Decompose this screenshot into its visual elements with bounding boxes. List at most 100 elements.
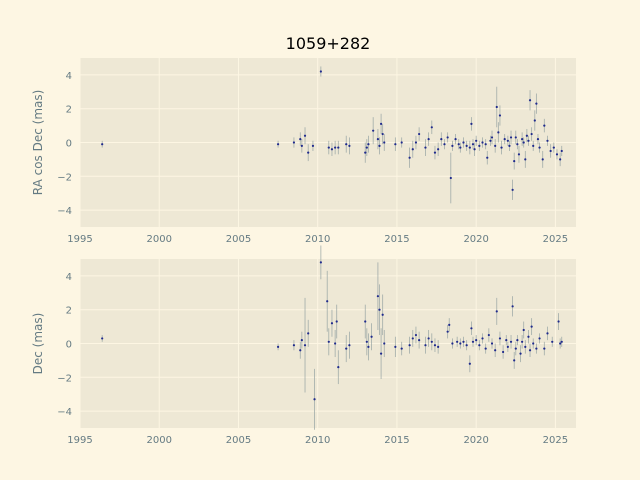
ra-cos-dec-point bbox=[337, 146, 340, 149]
ra-cos-dec-point bbox=[311, 144, 315, 147]
ra-cos-dec-point bbox=[486, 156, 489, 159]
ra-cos-dec-point bbox=[490, 136, 494, 139]
dec-point bbox=[330, 322, 334, 325]
ra-cos-dec-point bbox=[511, 188, 514, 191]
ra-cos-dec-point bbox=[443, 143, 446, 146]
ra-cos-dec-point bbox=[449, 176, 452, 180]
dec-point bbox=[513, 359, 516, 362]
ra-cos-dec-point bbox=[532, 144, 535, 147]
dec-y-tick-label: 0 bbox=[66, 340, 72, 351]
ra-cos-dec-point bbox=[418, 132, 421, 136]
ra-cos-dec-point bbox=[394, 143, 397, 146]
ra-cos-dec-point bbox=[424, 146, 427, 149]
ra-cos-dec-point bbox=[101, 143, 104, 146]
ra-cos-dec-point bbox=[522, 141, 525, 144]
dec-point bbox=[408, 344, 411, 347]
dec-x-tick-label: 2015 bbox=[384, 435, 409, 446]
ra-cos-dec-point bbox=[345, 143, 348, 146]
ra-cos-dec-point bbox=[319, 70, 322, 73]
ra-cos-dec-x-tick-label: 2015 bbox=[384, 234, 409, 245]
ra-cos-dec-point bbox=[549, 149, 552, 153]
dec-point bbox=[437, 345, 440, 348]
dec-y-tick-label: −4 bbox=[57, 407, 72, 418]
dec-point bbox=[313, 398, 316, 401]
dec-point bbox=[381, 313, 384, 316]
dec-point bbox=[433, 344, 437, 347]
ra-cos-dec-point bbox=[489, 139, 492, 142]
ra-cos-dec-point bbox=[465, 144, 468, 147]
dec-point bbox=[478, 344, 481, 347]
dec-point bbox=[394, 345, 397, 348]
dec-point bbox=[424, 344, 427, 347]
dec-point bbox=[348, 344, 351, 347]
dec-point bbox=[378, 308, 381, 311]
ra-cos-dec-point bbox=[381, 132, 384, 136]
dec-point bbox=[519, 352, 522, 355]
ra-cos-dec-point bbox=[367, 143, 370, 146]
ra-cos-dec-point bbox=[527, 139, 530, 142]
dec-point bbox=[468, 362, 471, 365]
ra-cos-dec-point bbox=[559, 158, 562, 161]
dec-point bbox=[345, 347, 348, 350]
dec-x-tick-label: 1995 bbox=[67, 435, 92, 446]
ra-cos-dec-y-tick-label: −4 bbox=[57, 206, 72, 217]
dec-point bbox=[524, 345, 527, 348]
ra-cos-dec-point bbox=[516, 143, 519, 146]
ra-cos-dec-point bbox=[459, 146, 462, 149]
ra-cos-dec-point bbox=[498, 114, 502, 117]
dec-point bbox=[495, 310, 498, 313]
dec-point bbox=[530, 325, 533, 328]
ra-cos-dec-point bbox=[500, 146, 503, 149]
ra-cos-dec-point bbox=[495, 105, 498, 109]
ra-cos-dec-point bbox=[300, 144, 303, 147]
dec-point bbox=[430, 340, 433, 343]
dec-x-tick-label: 2010 bbox=[305, 435, 330, 446]
dec-y-tick-label: 4 bbox=[66, 272, 72, 283]
ra-cos-dec-point bbox=[497, 131, 500, 134]
ra-cos-dec-point bbox=[468, 146, 471, 149]
ra-cos-dec-point bbox=[552, 146, 555, 149]
ra-cos-dec-point bbox=[364, 151, 367, 154]
ra-cos-dec-point bbox=[427, 138, 430, 141]
dec-point bbox=[376, 295, 380, 298]
dec-point bbox=[470, 327, 473, 330]
ra-cos-dec-point bbox=[372, 129, 375, 132]
ra-cos-dec-point bbox=[494, 144, 497, 147]
dec-point bbox=[516, 339, 519, 342]
ra-cos-dec-point bbox=[307, 151, 310, 154]
ra-cos-dec-point bbox=[303, 134, 307, 137]
ra-cos-dec-point bbox=[481, 141, 484, 144]
ra-cos-dec-point bbox=[379, 122, 383, 126]
dec-point bbox=[101, 337, 104, 340]
dec-point bbox=[319, 261, 322, 264]
ra-cos-dec-point bbox=[430, 126, 433, 129]
dec-point bbox=[456, 340, 459, 343]
dec-point bbox=[334, 342, 337, 345]
dec-point bbox=[535, 347, 538, 350]
ra-cos-dec-point bbox=[433, 151, 437, 154]
ra-cos-dec-x-tick-label: 2025 bbox=[543, 234, 568, 245]
ra-cos-dec-point bbox=[528, 99, 532, 102]
dec-point bbox=[370, 335, 373, 338]
ra-cos-dec-point bbox=[400, 141, 403, 144]
dec-point bbox=[487, 333, 490, 337]
dec-y-tick-label: 2 bbox=[66, 306, 72, 317]
dec-point bbox=[538, 337, 541, 340]
ra-cos-dec-point bbox=[560, 149, 563, 153]
dec-point bbox=[490, 342, 494, 345]
dec-point bbox=[411, 337, 414, 340]
ra-cos-dec-point bbox=[533, 119, 536, 122]
chart-title: 1059+282 bbox=[286, 34, 371, 53]
ra-cos-dec-point bbox=[446, 136, 449, 139]
ra-cos-dec-point bbox=[414, 141, 418, 144]
dec-point bbox=[506, 345, 509, 348]
dec-point bbox=[300, 339, 303, 342]
ra-cos-dec-point bbox=[484, 143, 487, 146]
dec-point bbox=[505, 339, 508, 342]
ra-cos-dec-point bbox=[330, 148, 334, 151]
ra-cos-dec-point bbox=[276, 143, 280, 146]
dec-ylabel: Dec (mas) bbox=[31, 313, 45, 375]
ra-cos-dec-point bbox=[514, 136, 517, 139]
ra-cos-dec-point bbox=[334, 146, 337, 149]
dec-point bbox=[543, 347, 546, 350]
